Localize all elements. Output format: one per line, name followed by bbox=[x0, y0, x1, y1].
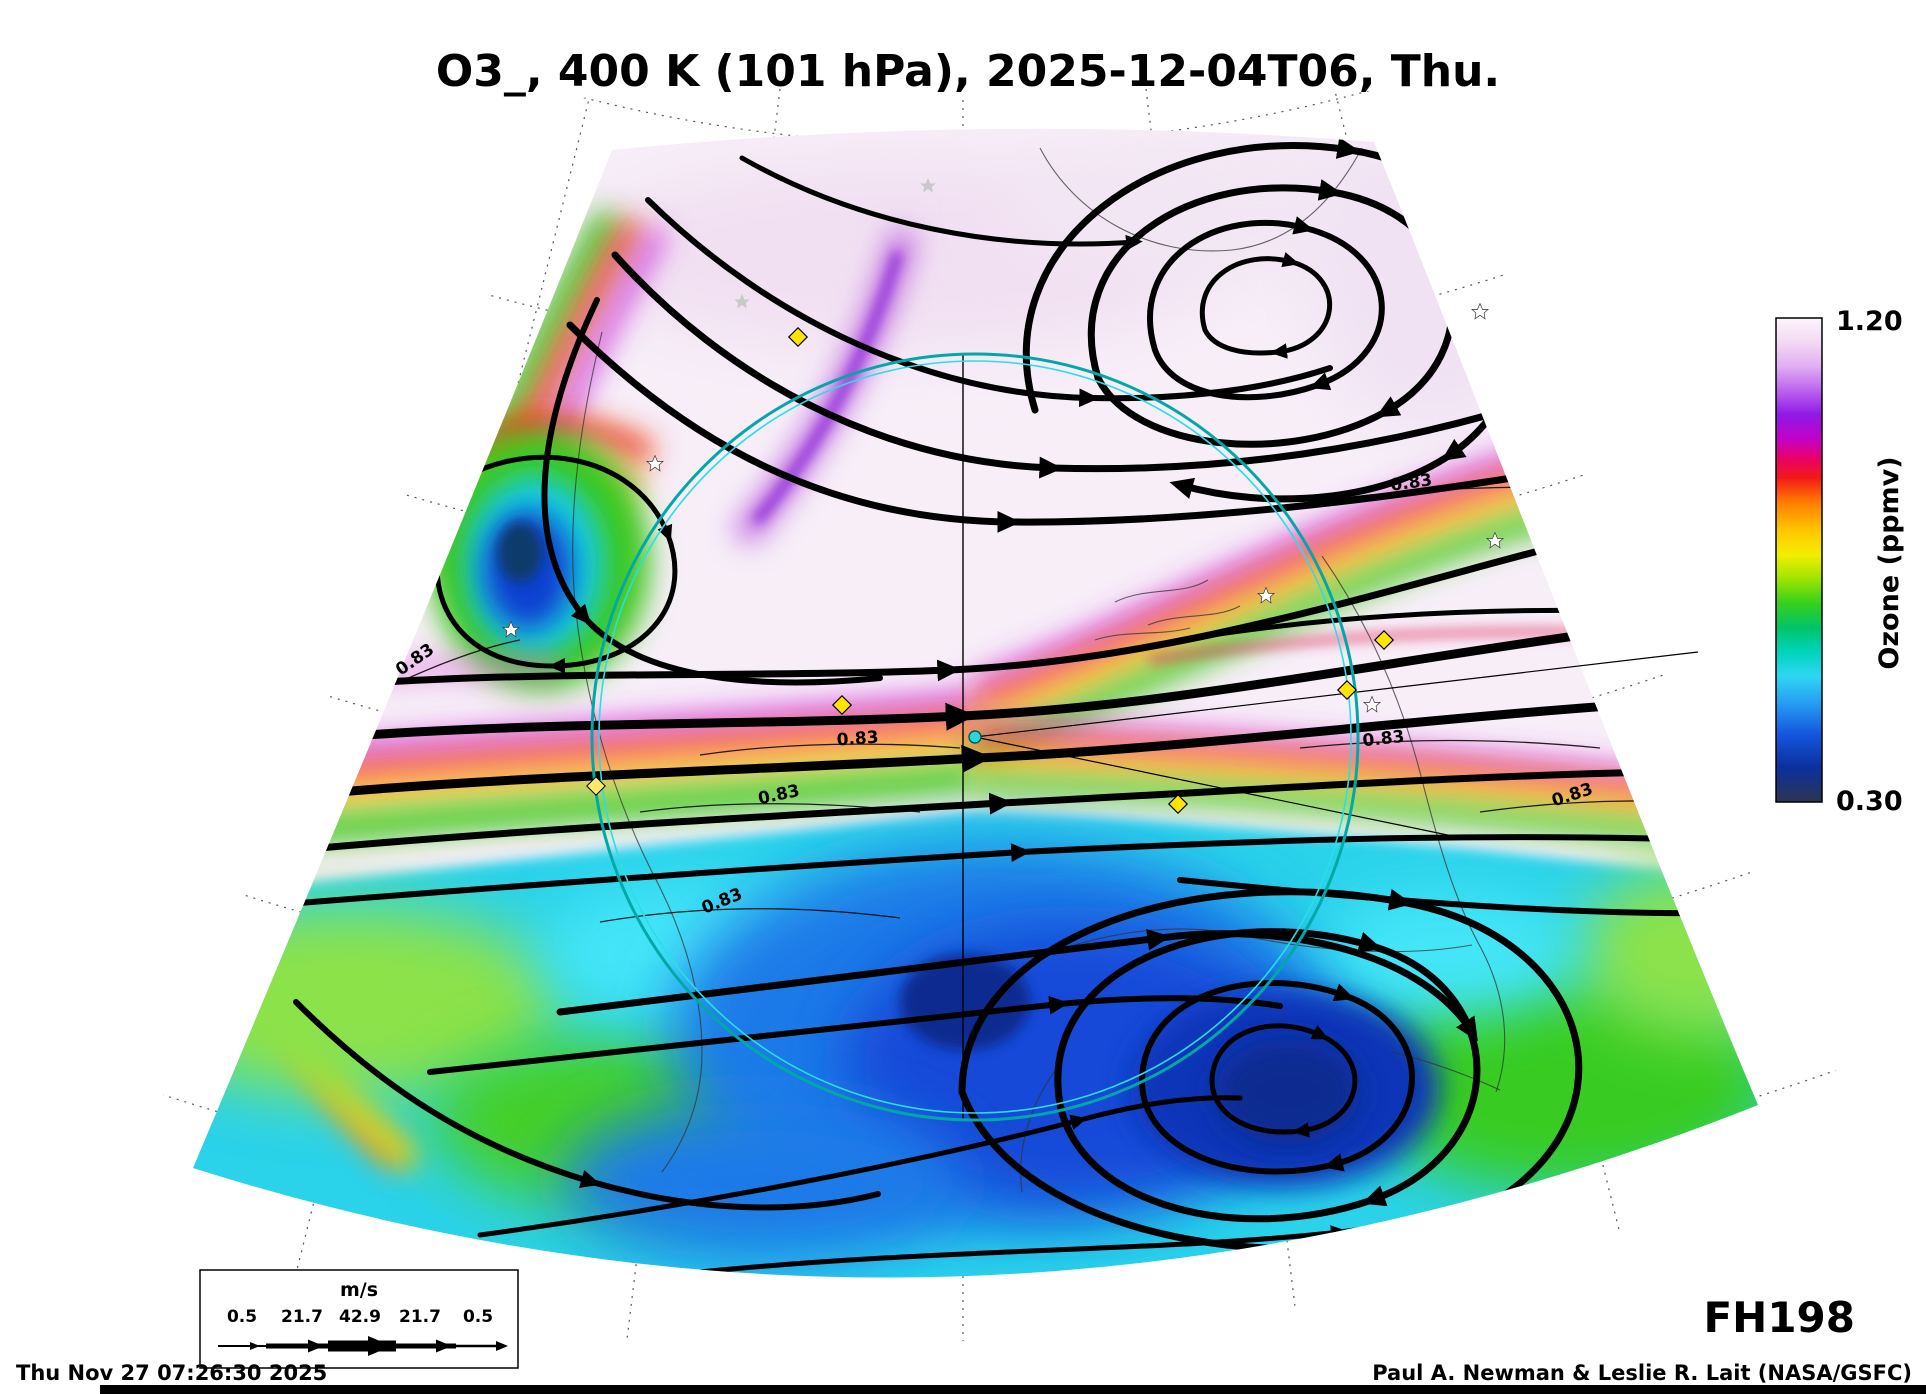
wind-legend-box bbox=[199, 1269, 519, 1369]
range-ring-inner bbox=[598, 360, 1352, 1114]
station-diamond-icon bbox=[787, 326, 809, 348]
coastline-outside bbox=[1489, 139, 1576, 381]
station-diamond-icon bbox=[1336, 679, 1358, 701]
colorbar-min-tick: 0.30 bbox=[1836, 786, 1903, 817]
footer-timestamp: Thu Nov 27 07:26:30 2025 bbox=[16, 1361, 327, 1385]
section-line-southeast bbox=[974, 736, 1463, 839]
station-diamond-icon bbox=[831, 694, 853, 716]
station-diamond-icon bbox=[586, 776, 606, 796]
wind-legend-units: m/s bbox=[340, 1279, 378, 1301]
contour-label: 0.83 bbox=[1362, 727, 1406, 751]
contour-label: 0.83 bbox=[836, 728, 879, 751]
wind-legend-speed: 21.7 bbox=[399, 1307, 441, 1327]
wind-speed-legend: m/s 0.5 21.7 42.9 21.7 0.5 bbox=[199, 1269, 519, 1369]
footer-bottom-bar bbox=[100, 1385, 1926, 1394]
range-ring bbox=[590, 352, 1699, 1122]
forecast-hour-label: FH198 bbox=[1703, 1293, 1855, 1342]
station-star-icon bbox=[1471, 303, 1489, 320]
section-line-east bbox=[974, 651, 1699, 738]
station-diamond-icon bbox=[1373, 629, 1395, 651]
colorbar-max-tick: 1.20 bbox=[1836, 306, 1903, 337]
footer: Thu Nov 27 07:26:30 2025 Paul A. Newman … bbox=[16, 1361, 1926, 1394]
footer-credit: Paul A. Newman & Leslie R. Lait (NASA/GS… bbox=[1372, 1361, 1912, 1385]
colorbar-gradient bbox=[1775, 317, 1823, 803]
colorbar-axis-label: Ozone (ppmv) bbox=[1874, 456, 1905, 669]
ring-center-dot bbox=[968, 730, 982, 744]
station-markers bbox=[502, 178, 1504, 815]
wind-legend-speed: 42.9 bbox=[339, 1307, 381, 1327]
wind-legend-speed: 0.5 bbox=[463, 1307, 493, 1327]
range-ring-outer bbox=[590, 352, 1360, 1122]
station-diamond-icon bbox=[1167, 793, 1189, 815]
wind-legend-arrow bbox=[218, 1336, 508, 1356]
wind-legend-speed: 0.5 bbox=[227, 1307, 257, 1327]
page-title: O3_, 400 K (101 hPa), 2025-12-04T06, Thu… bbox=[436, 46, 1500, 97]
colorbar: 1.20 0.30 Ozone (ppmv) bbox=[1775, 306, 1905, 817]
wind-legend-speed: 21.7 bbox=[281, 1307, 323, 1327]
